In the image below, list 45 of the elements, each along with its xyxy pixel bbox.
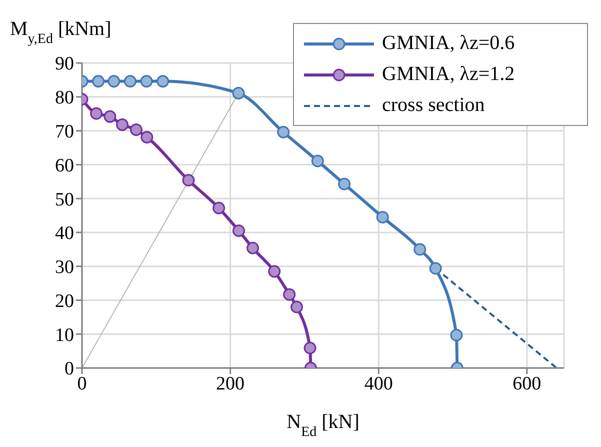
x-axis-title: N$_{Ed}$ [kN] — [286, 411, 360, 440]
point — [116, 118, 129, 131]
point — [277, 126, 290, 138]
legend-label: cross section — [382, 94, 485, 117]
point — [124, 75, 136, 88]
point — [140, 130, 154, 144]
y-axis-title: M$_{y,Ed}$ [kNm] — [10, 18, 112, 46]
y-tick-label: 60 — [55, 155, 74, 176]
point — [232, 86, 245, 100]
y-tick-label: 10 — [55, 324, 74, 346]
x-tick-label: 600 — [512, 373, 542, 394]
y-tick-label: 50 — [55, 189, 74, 210]
x-tick-label: 400 — [364, 373, 393, 394]
y-tick-label: 30 — [55, 257, 74, 278]
point — [268, 265, 281, 278]
y-tick-label: 0 — [64, 358, 74, 380]
point — [304, 342, 316, 354]
y-tick-label: 40 — [55, 223, 74, 244]
y-tick-label: 70 — [55, 122, 74, 143]
point — [182, 174, 195, 187]
legend-label: GMNIA, λz=1.2 — [382, 63, 515, 86]
y-tick-label: 90 — [55, 54, 74, 75]
point — [212, 202, 226, 214]
x-tick-label: 0 — [77, 373, 87, 394]
point — [92, 75, 105, 88]
point — [376, 210, 389, 224]
point — [450, 328, 463, 342]
point — [90, 107, 103, 120]
point — [311, 154, 324, 168]
point — [140, 75, 153, 88]
x-tick-label: 200 — [216, 373, 245, 394]
point — [156, 75, 170, 88]
y-tick-label: 20 — [55, 290, 74, 312]
y-tick-label: 80 — [55, 88, 74, 109]
point — [104, 110, 116, 123]
point — [246, 242, 260, 254]
point — [338, 178, 351, 190]
point — [414, 243, 426, 256]
point — [283, 288, 296, 301]
point — [130, 124, 142, 136]
point — [290, 300, 303, 314]
point — [232, 224, 246, 237]
legend-label: GMNIA, λz=0.6 — [382, 32, 515, 55]
point — [429, 262, 442, 275]
point — [108, 75, 120, 88]
